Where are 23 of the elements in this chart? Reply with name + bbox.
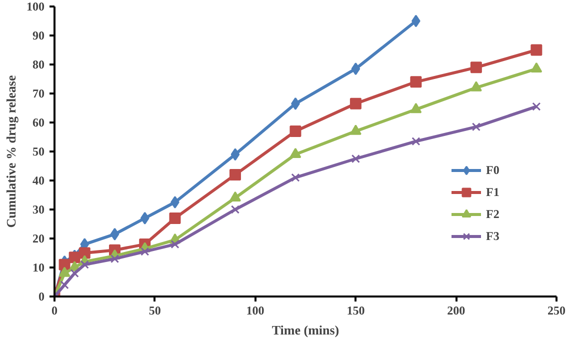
y-tick-label: 30 [32,202,44,216]
x-axis-title: Time (mins) [272,322,340,338]
legend-label: F1 [486,184,500,200]
y-tick-label: 50 [32,144,44,158]
y-tick-label: 100 [26,0,44,14]
x-tick-label: 100 [246,304,264,318]
y-axis-title: Cumulative % drug release [4,75,18,228]
x-tick-label: 250 [548,304,566,318]
y-tick-label: 0 [38,290,44,304]
x-tick-label: 50 [148,304,161,318]
legend-label: F0 [486,162,500,178]
y-tick-label: 60 [32,116,44,130]
y-tick-label: 20 [32,232,44,246]
x-tick-label: 200 [447,304,466,318]
legend-label: F3 [486,228,500,244]
y-tick-label: 70 [32,86,44,100]
y-tick-label: 40 [32,174,44,188]
y-tick-label: 80 [32,58,44,72]
y-tick-label: 90 [32,28,44,42]
x-tick-label: 150 [346,304,365,318]
legend-label: F2 [486,206,500,222]
x-tick-label: 0 [52,304,58,318]
y-tick-label: 10 [32,260,44,274]
